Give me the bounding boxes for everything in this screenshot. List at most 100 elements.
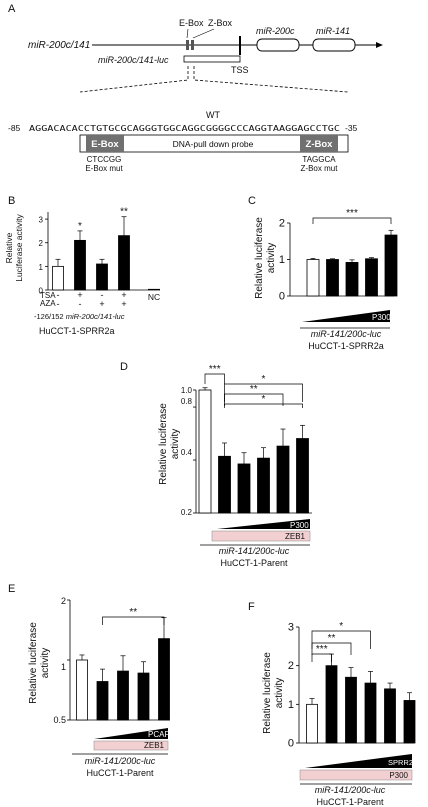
panel-d-label: D [120,361,128,373]
gene-arrow [376,42,383,48]
panel-d-ylabel-2: activity [170,429,181,460]
zbox-block [300,135,338,152]
panel-f-ylabel-2: activity [274,678,285,709]
panel-c-bracket [312,217,392,224]
panel-c-bar-3 [345,262,359,297]
zbox-mut-label: Z-Box mut [301,164,339,173]
zbox-top-label: Z-Box [208,18,233,28]
panel-e-chart: ** [67,599,170,721]
panel-e: E Relative luciferase activity 2 1 0.5 *… [8,583,170,778]
panel-c-bar-5 [384,234,398,297]
panel-e-tick-1: 2 [61,596,66,606]
panel-f-bar-1 [306,703,318,744]
panel-e-tick-2: 1 [61,662,66,672]
panel-e-significance: ** [129,607,137,618]
panel-c-ylabel-2: activity [266,243,277,274]
panel-b-construct: -126/152 miR-200c/141-luc [34,312,125,321]
panel-f-b3-significance: * [339,621,343,632]
panel-b-cell-line: HuCCT-1-SPRR2a [39,326,115,336]
construct-label: miR-200c/141-luc [98,55,169,65]
panel-e-bar-2 [96,681,109,721]
panel-b-bar-4 [118,235,130,291]
panel-d-p300-wedge [217,519,310,529]
ebox-block-label: E-Box [91,139,119,150]
panel-d: D Relative luciferase activity 1.0 0.8 0… [120,361,312,568]
p300-wedge-label: P300 [372,313,391,322]
panel-f-sprr2a-wedge [305,754,412,768]
panel-f-wedge-label: SPRR2a [388,758,418,767]
panel-b: B Relative Luciferase activity 0123NC***… [4,195,160,336]
panel-f-ytick-label-2: 2 [288,660,294,672]
panel-e-cell-line: HuCCT-1-Parent [86,768,154,778]
ebox-mut-label: E-Box mut [85,164,123,173]
aza-sign-2: - [79,299,82,309]
panel-d-box-label: ZEB1 [285,532,306,541]
panel-f-b3-bracket [311,630,371,649]
mir200c-exon [256,38,300,52]
panel-d-b3-significance: ** [250,384,258,395]
panel-c-ytick-label-1: 1 [279,254,285,266]
panel-d-b4-significance: * [262,394,266,405]
panel-c-bar-2 [326,259,339,297]
panel-b-ytick-label-0: 0 [39,287,44,296]
panel-d-tick-4: 0.2 [181,508,193,517]
panel-c-chart: 0 1 2 *** [279,208,398,303]
panel-c-construct: miR-141/200c-luc [311,329,382,339]
panel-f-b1-bracket [311,653,332,662]
zbox-mark [191,40,194,50]
aza-sign-1: - [57,299,60,309]
panel-f-bar-4 [364,682,377,744]
panel-f-ytick-label-1: 1 [288,699,294,711]
panel-d-bar-5 [276,445,290,514]
panel-d-tick-3: 0.4 [181,448,193,457]
panel-b-sig-2: * [78,221,82,232]
mir141-exon [312,38,356,52]
panel-e-bar-4 [137,672,150,721]
panel-d-b2-bracket [224,383,303,402]
panel-c-ytick-label-0: 0 [279,291,285,303]
panel-d-zeb1-box [211,530,311,542]
panel-b-ylabel-2: Luciferase activity [14,213,24,281]
tsa-label: TSA [40,291,56,300]
panel-c: C Relative luciferase activity 0 1 2 *** P3… [248,195,398,351]
panel-e-bar-3 [117,670,129,721]
panel-f-bar-3 [345,676,357,744]
panel-f: F Relative luciferase activity 0123*****… [248,601,418,807]
seq-start: -85 [8,123,21,133]
tsa-sign-4: + [121,290,126,300]
panel-e-tick-3: 0.5 [53,715,66,725]
panel-d-bar-3 [237,463,251,514]
panel-f-ylabel-1: Relative luciferase [262,652,273,734]
construct-bar [183,55,241,63]
ebox-mut-seq: CTCCGG [87,155,122,164]
panel-f-p300-box [299,769,413,781]
panel-d-bar-6 [296,438,309,514]
tsa-sign-3: - [101,290,104,300]
panel-d-b1-bracket [204,373,225,384]
panel-f-b2-significance: ** [328,633,336,644]
aza-label: AZA [40,299,56,308]
wt-sequence: AGGACACACCTGTGCGCAGGGTGGCAGGCGGGGCCCAGGT… [29,124,340,133]
aza-sign-3: + [99,299,104,309]
panel-e-bar-5 [158,638,170,721]
panel-a-label: A [8,3,16,15]
panel-f-ytick-label-3: 3 [288,622,294,634]
wt-label: WT [206,110,220,120]
panel-f-label: F [248,601,255,613]
panel-b-bar-3 [96,263,108,291]
panel-d-b1-significance: *** [209,364,221,375]
zbox-mut-seq: TAGGCA [302,155,336,164]
aza-sign-4: + [121,299,126,309]
panel-c-cell-line: HuCCT-1-SPRR2a [308,341,384,351]
panel-e-wedge-label: PCAF [148,730,169,739]
panel-e-ylabel-2: activity [40,648,51,679]
panel-c-significance: *** [346,208,358,219]
panel-d-b3-bracket [224,393,284,406]
panel-e-construct: miR-141/200c-luc [85,756,156,766]
panel-e-box-label: ZEB1 [144,741,165,750]
ebox-top-label: E-Box [179,18,204,28]
tsa-sign-2: + [77,290,82,300]
panel-b-ytick-label-2: 2 [39,239,44,248]
